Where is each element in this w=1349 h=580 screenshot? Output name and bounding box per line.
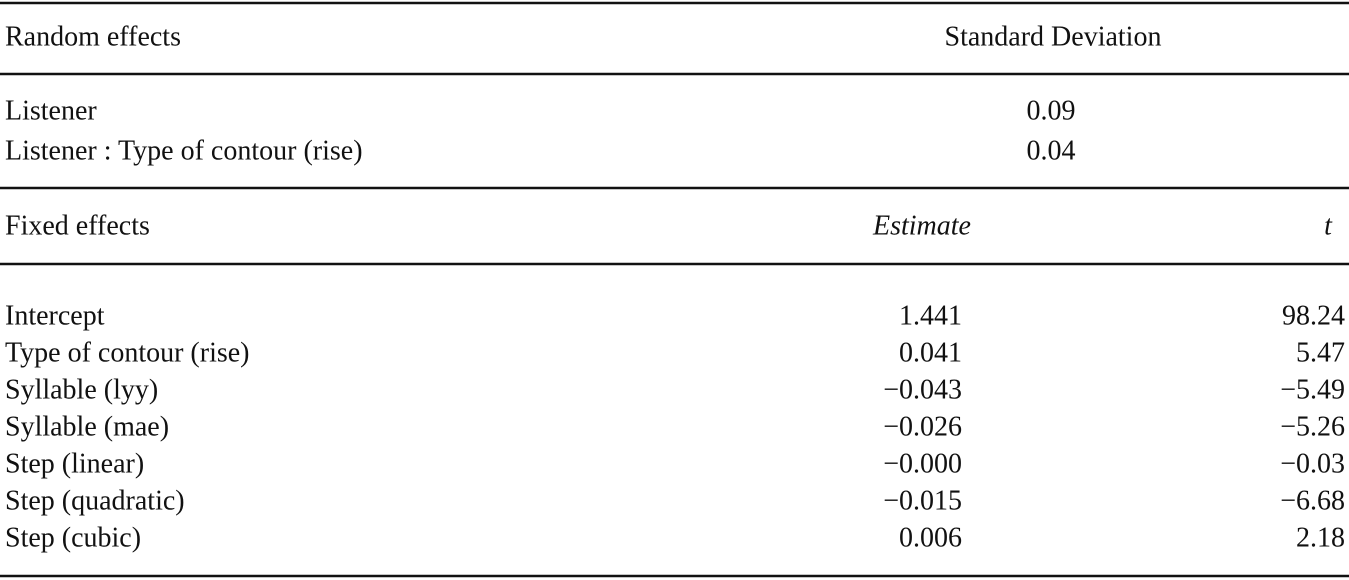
cell: −5.49	[1280, 374, 1345, 405]
row-label: Step (cubic)	[5, 522, 141, 553]
cell: −0.000	[883, 448, 962, 479]
row-label: Listener	[5, 95, 97, 126]
cell: 98.24	[1282, 300, 1345, 331]
row-label: Step (quadratic)	[5, 485, 185, 516]
cell: −6.68	[1280, 485, 1345, 516]
row-label: Intercept	[5, 300, 105, 331]
cell: 2.18	[1296, 522, 1345, 553]
cell: −0.015	[883, 485, 962, 516]
cell: 0.041	[899, 337, 962, 368]
header-cell: Estimate	[872, 210, 971, 241]
header-cell: Fixed effects	[5, 210, 150, 241]
cell: −0.03	[1280, 448, 1345, 479]
cell: 0.006	[899, 522, 962, 553]
row-label: Step (linear)	[5, 448, 144, 479]
row-label: Syllable (mae)	[5, 411, 169, 442]
header-cell: Random effects	[5, 21, 181, 52]
cell: −0.043	[883, 374, 962, 405]
header-cell: Standard Deviation	[945, 21, 1162, 52]
cell: 1.441	[899, 300, 962, 331]
cell: 0.04	[1027, 135, 1076, 166]
row-label: Listener : Type of contour (rise)	[5, 135, 363, 166]
cell: 5.47	[1296, 337, 1345, 368]
header-cell: t	[1324, 210, 1333, 241]
row-label: Type of contour (rise)	[5, 337, 250, 368]
cell: −5.26	[1280, 411, 1345, 442]
row-label: Syllable (lyy)	[5, 374, 158, 405]
cell: 0.09	[1027, 95, 1076, 126]
cell: −0.026	[883, 411, 962, 442]
